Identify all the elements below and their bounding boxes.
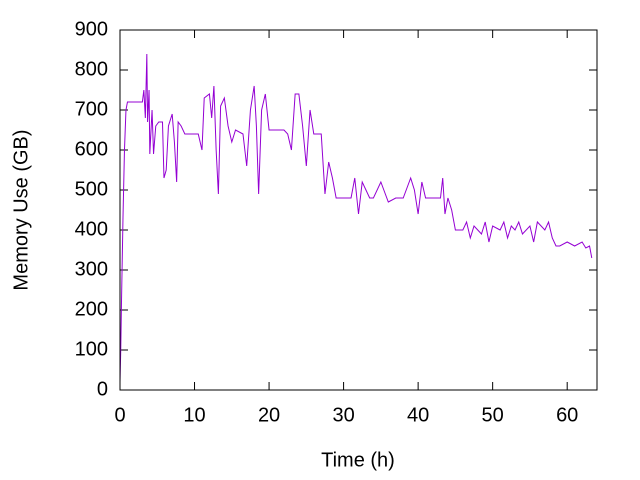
x-axis-label: Time (h): [321, 449, 395, 471]
x-tick-label: 20: [258, 404, 280, 426]
y-tick-label: 700: [75, 98, 108, 120]
y-tick-label: 800: [75, 58, 108, 80]
x-tick-label: 40: [407, 404, 429, 426]
y-tick-label: 500: [75, 178, 108, 200]
y-tick-label: 0: [97, 378, 108, 400]
x-tick-label: 50: [482, 404, 504, 426]
x-tick-label: 0: [114, 404, 125, 426]
y-tick-label: 100: [75, 338, 108, 360]
x-tick-label: 30: [332, 404, 354, 426]
y-tick-label: 900: [75, 18, 108, 40]
y-tick-label: 600: [75, 138, 108, 160]
plot-border: [119, 29, 598, 391]
x-tick-label: 60: [556, 404, 578, 426]
y-tick-label: 300: [75, 258, 108, 280]
y-axis-label: Memory Use (GB): [10, 129, 32, 290]
data-line: [119, 53, 593, 383]
x-tick-label: 10: [183, 404, 205, 426]
y-tick-label: 200: [75, 298, 108, 320]
y-tick-label: 400: [75, 218, 108, 240]
